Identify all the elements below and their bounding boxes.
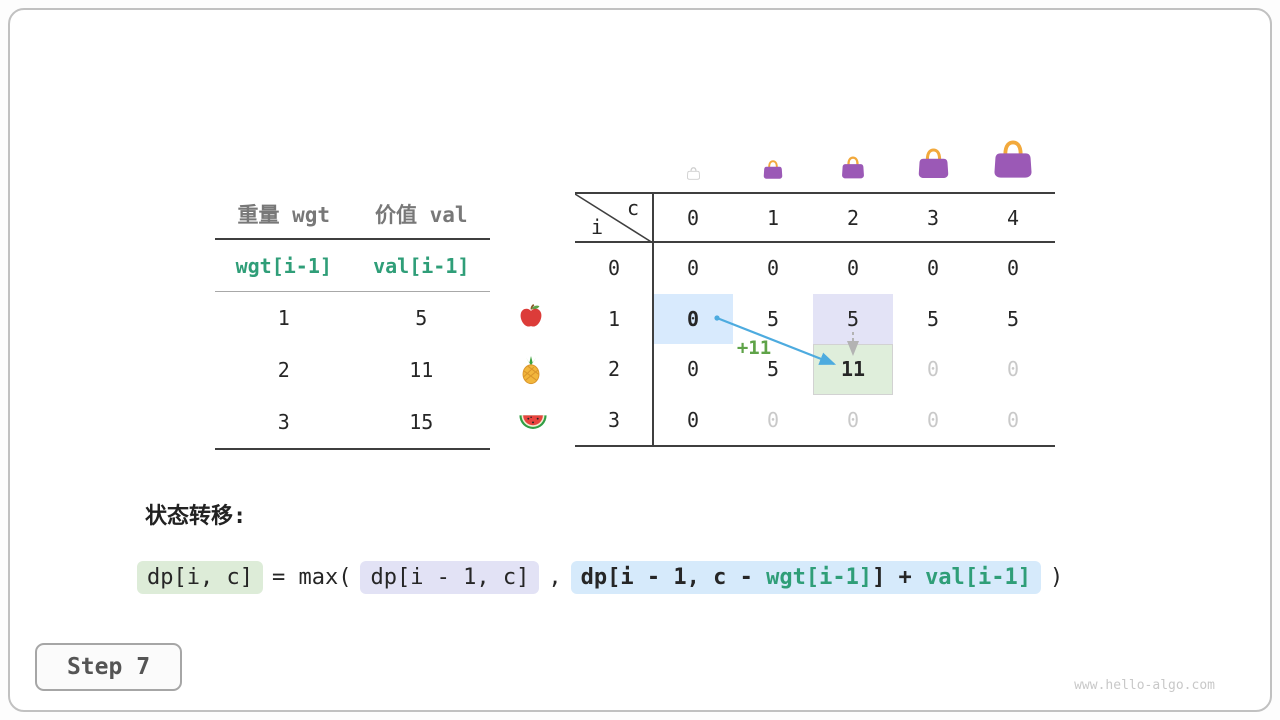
dp-table-row: 0 0 0 0 0 0 <box>575 243 1055 294</box>
dp-col-header: 4 <box>1006 205 1020 230</box>
dp-col-header: 0 <box>686 205 700 230</box>
dp-corner-cell: c i <box>575 194 653 243</box>
dp-cell: 0 <box>686 407 700 432</box>
bag-icon-capacity-1 <box>762 160 784 180</box>
formula-dp-keep: dp[i - 1, c] <box>360 561 540 594</box>
dp-col-header: 3 <box>926 205 940 230</box>
dp-table-header-row: c i 0 1 2 3 4 <box>575 194 1055 243</box>
dp-cell-source-keep: 0 <box>653 293 733 344</box>
pineapple-icon <box>516 355 546 385</box>
formula-dp-current: dp[i, c] <box>137 561 263 594</box>
dp-row-header: 2 <box>607 357 621 382</box>
dp-cell: 0 <box>846 407 860 432</box>
bag-icon-capacity-0 <box>686 167 701 180</box>
formula-take-val: val[i-1] <box>925 565 1032 590</box>
dp-cell: 0 <box>686 256 700 281</box>
bag-icon-capacity-2 <box>840 156 866 180</box>
formula-take-plus: + <box>885 565 926 590</box>
dp-table-row: 3 0 0 0 0 0 <box>575 395 1055 446</box>
dp-cell: 0 <box>686 357 700 382</box>
dp-row-header: 3 <box>607 407 621 432</box>
dp-cell: 5 <box>1006 306 1020 331</box>
dp-cell: 5 <box>926 306 940 331</box>
dp-cell: 0 <box>1006 256 1020 281</box>
dp-row-header: 0 <box>607 256 621 281</box>
items-header-weight: 重量 wgt <box>237 203 331 227</box>
table-row: 3 15 <box>215 396 490 448</box>
state-transition-formula: dp[i, c] = max( dp[i - 1, c] , dp[i - 1,… <box>137 561 1063 594</box>
bag-icon-capacity-3 <box>916 148 951 180</box>
item-wgt-value: 1 <box>277 306 290 330</box>
items-header-value: 价值 val <box>374 203 468 227</box>
state-transition-label: 状态转移: <box>145 504 247 529</box>
items-table: 重量 wgt 价值 val wgt[i-1] val[i-1] 1 5 2 11… <box>215 190 490 450</box>
dp-cell: 0 <box>926 256 940 281</box>
formula-close-paren: ) <box>1050 565 1064 590</box>
dp-row-header: 1 <box>607 306 621 331</box>
figure-frame <box>8 8 1272 712</box>
item-wgt-value: 3 <box>277 410 290 434</box>
apple-icon <box>516 301 546 331</box>
item-val-value: 15 <box>409 410 434 434</box>
dp-table-row: 1 0 5 5 5 5 <box>575 293 1055 344</box>
dp-cell: 0 <box>926 407 940 432</box>
dp-cell: 0 <box>926 357 940 382</box>
dp-cell: 0 <box>846 256 860 281</box>
formula-take-bracket: ] <box>872 565 886 590</box>
items-subheader-wgt: wgt[i-1] <box>235 253 332 278</box>
dp-cell: 0 <box>1006 357 1020 382</box>
value-gain-annotation: +11 <box>736 337 772 359</box>
diagonal-divider <box>575 194 653 243</box>
bag-icon-capacity-4 <box>991 140 1035 180</box>
step-badge: Step 7 <box>35 643 182 691</box>
item-wgt-value: 2 <box>277 358 290 382</box>
watermelon-icon <box>518 406 548 436</box>
dp-col-header: 1 <box>766 205 780 230</box>
formula-comma: , <box>548 565 562 590</box>
dp-cell: 0 <box>766 407 780 432</box>
dp-cell: 0 <box>1006 407 1020 432</box>
formula-take-wgt: wgt[i-1] <box>766 565 873 590</box>
dp-cell-source-prev: 5 <box>813 293 893 344</box>
dp-cell-current: 11 <box>813 344 893 395</box>
table-row: 2 11 <box>215 344 490 396</box>
dp-table-row: 2 0 5 11 0 0 <box>575 344 1055 395</box>
items-table-subheader-row: wgt[i-1] val[i-1] <box>215 240 490 292</box>
dp-cell: 0 <box>766 256 780 281</box>
dp-row-variable: i <box>591 215 604 239</box>
watermark: www.hello-algo.com <box>1074 678 1215 693</box>
dp-col-variable: c <box>626 196 639 220</box>
formula-dp-take: dp[i - 1, c - wgt[i-1]] + val[i-1] <box>570 561 1042 594</box>
item-val-value: 11 <box>409 358 434 382</box>
items-table-header-row: 重量 wgt 价值 val <box>215 190 490 240</box>
table-row: 1 5 <box>215 292 490 344</box>
formula-take-prefix: dp[i - 1, c - <box>580 565 767 590</box>
item-val-value: 5 <box>415 306 428 330</box>
dp-table-vertical-divider <box>652 192 654 447</box>
formula-equals-max: = max( <box>271 565 352 590</box>
dp-table: c i 0 1 2 3 4 0 0 0 0 0 0 1 0 5 5 5 5 2 <box>575 192 1055 447</box>
items-subheader-val: val[i-1] <box>373 253 470 278</box>
dp-col-header: 2 <box>846 205 860 230</box>
